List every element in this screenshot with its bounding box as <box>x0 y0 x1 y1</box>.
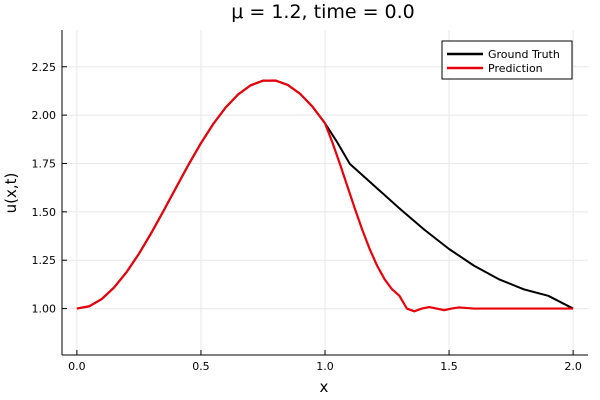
y-axis-label: u(x,t) <box>2 173 20 214</box>
y-tick-label: 1.75 <box>32 157 57 170</box>
x-tick-label: 1.5 <box>440 360 458 373</box>
legend-label-ground-truth: Ground Truth <box>488 48 560 61</box>
ticks: 0.0 0.5 1.0 1.5 2.0 1.00 1.25 1.50 1.75 2.00 2.25 <box>32 61 582 373</box>
x-tick-label: 1.0 <box>316 360 334 373</box>
y-tick-label: 2.25 <box>32 61 57 74</box>
series-layer <box>76 79 574 313</box>
legend-box <box>441 40 573 80</box>
y-tick-label: 1.50 <box>32 206 57 219</box>
legend: Ground Truth Prediction <box>441 40 573 80</box>
x-tick-label: 2.0 <box>564 360 582 373</box>
grid <box>62 30 588 355</box>
x-axis-label: x <box>320 378 329 396</box>
series-line-prediction <box>76 79 574 313</box>
y-tick-label: 2.00 <box>32 109 57 122</box>
y-tick-label: 1.25 <box>32 254 57 267</box>
chart-title: μ = 1.2, time = 0.0 <box>231 1 415 23</box>
y-tick-label: 1.00 <box>32 303 57 316</box>
x-tick-label: 0.5 <box>192 360 210 373</box>
legend-label-prediction: Prediction <box>488 62 543 75</box>
x-tick-label: 0.0 <box>68 360 86 373</box>
